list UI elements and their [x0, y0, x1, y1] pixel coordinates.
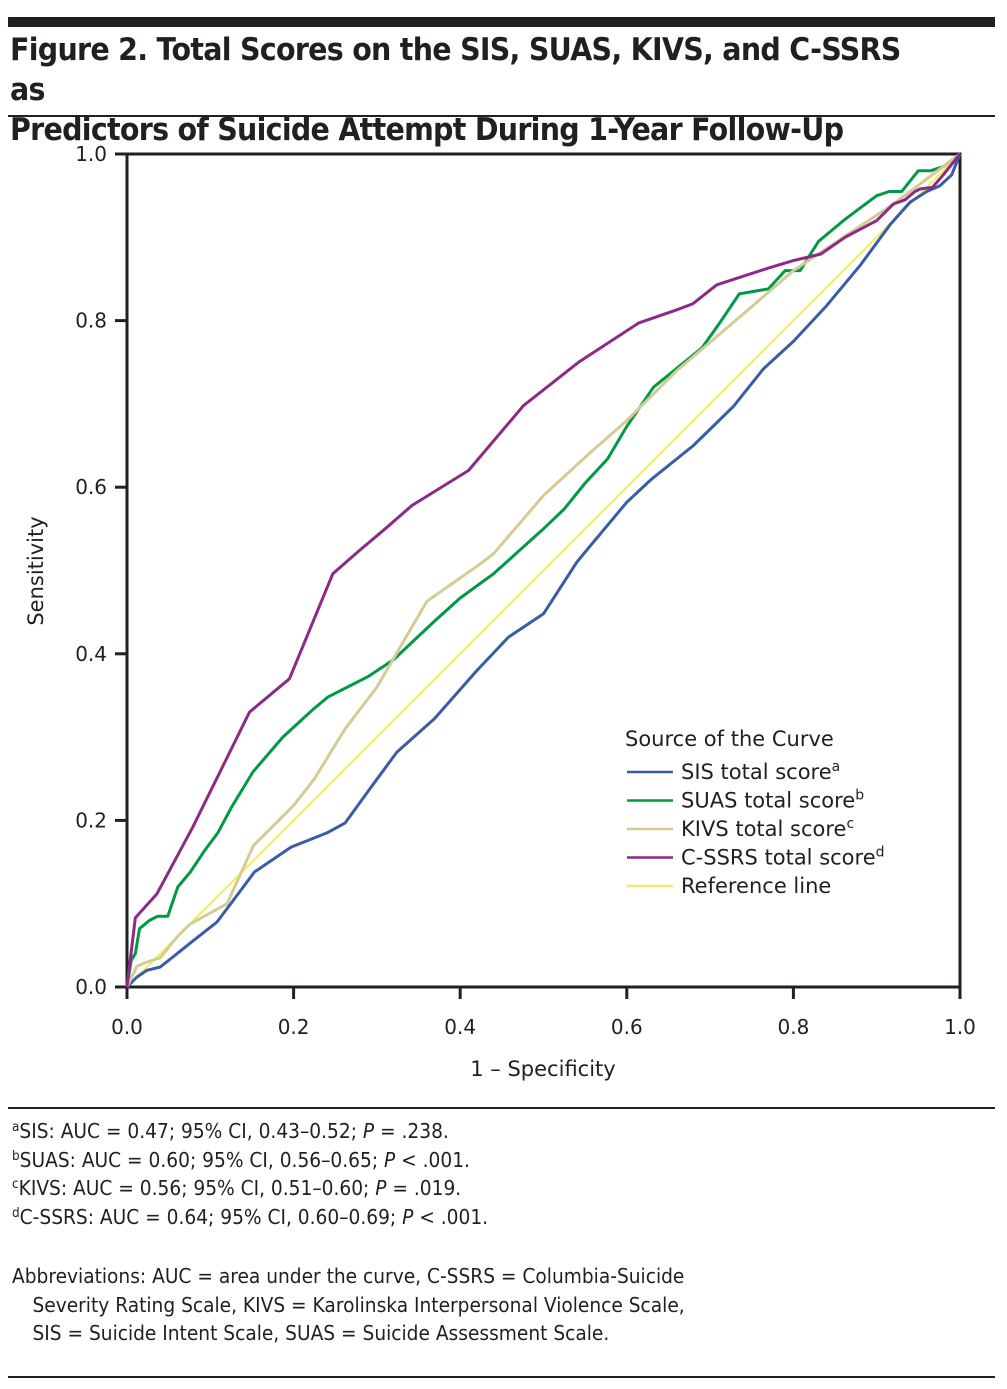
- x-tick-label: 0.6: [611, 1015, 643, 1039]
- x-tick-label: 0.4: [444, 1015, 476, 1039]
- footnote-b: bSUAS: AUC = 0.60; 95% CI, 0.56–0.65; P …: [12, 1147, 470, 1172]
- legend-footnote-marker: b: [855, 788, 864, 804]
- footnote-c: cKIVS: AUC = 0.56; 95% CI, 0.51–0.60; P …: [12, 1176, 462, 1200]
- y-tick-label: 0.4: [75, 642, 107, 666]
- footnote-rule-bottom: [8, 1376, 995, 1378]
- y-tick-label: 0.6: [75, 475, 107, 499]
- legend-footnote-marker: c: [846, 816, 854, 832]
- legend-label-suas-total-score: SUAS total scoreb: [681, 788, 864, 813]
- footnotes: aSIS: AUC = 0.47; 95% CI, 0.43–0.52; P =…: [12, 1117, 923, 1231]
- figure-title: Figure 2. Total Scores on the SIS, SUAS,…: [10, 30, 921, 150]
- abbreviations: Abbreviations: AUC = area under the curv…: [12, 1262, 942, 1348]
- curves: [125, 152, 962, 989]
- legend-footnote-marker: d: [876, 845, 885, 861]
- legend-title: Source of the Curve: [625, 727, 834, 751]
- x-tick-label: 0.8: [777, 1015, 809, 1039]
- figure-title-line2: Predictors of Suicide Attempt During 1-Y…: [10, 112, 844, 148]
- figure-title-line1: Figure 2. Total Scores on the SIS, SUAS,…: [10, 32, 901, 108]
- footnote-d: dC-SSRS: AUC = 0.64; 95% CI, 0.60–0.69; …: [12, 1204, 489, 1229]
- x-axis-title: 1 – Specificity: [470, 1057, 615, 1081]
- y-tick-label: 0.2: [75, 808, 107, 832]
- curve-suas-total-score: [125, 152, 961, 988]
- legend-label-reference-line: Reference line: [681, 874, 831, 898]
- curve-c-ssrs-total-score: [125, 153, 962, 988]
- curve-sis-total-score: [125, 153, 962, 989]
- abbreviations-line2: Severity Rating Scale, KIVS = Karolinska…: [32, 1292, 685, 1317]
- legend-label-c-ssrs-total-score: C-SSRS total scored: [681, 845, 885, 870]
- footnote-a: aSIS: AUC = 0.47; 95% CI, 0.43–0.52; P =…: [12, 1119, 449, 1143]
- y-axis: 0.0 0.2 0.4 0.6 0.8 1.0: [75, 142, 127, 999]
- legend-label-sis-total-score: SIS total scorea: [681, 759, 840, 784]
- x-tick-label: 0.2: [278, 1015, 310, 1039]
- x-axis: 0.0 0.2 0.4 0.6 0.8 1.0: [111, 987, 976, 1039]
- y-tick-label: 0.0: [75, 975, 107, 999]
- footnote-rule-top: [8, 1107, 995, 1109]
- y-tick-label: 1.0: [75, 142, 107, 166]
- top-rule: [8, 17, 995, 27]
- plot-frame: [125, 152, 962, 989]
- plot-border: [125, 152, 962, 989]
- curve-kivs-total-score: [125, 152, 961, 988]
- roc-chart: 0.0 0.2 0.4 0.6 0.8 1.0 0.0 0.2 0.4 0.6 0.8 1.0 1 …: [24, 142, 976, 1081]
- legend: Source of the Curve SIS total scorea SUAS…: [625, 727, 885, 898]
- x-tick-label: 1.0: [944, 1015, 976, 1039]
- x-tick-label: 0.0: [111, 1015, 143, 1039]
- abbreviations-line1: Abbreviations: AUC = area under the curv…: [12, 1264, 685, 1288]
- legend-footnote-marker: a: [832, 759, 841, 775]
- legend-label-kivs-total-score: KIVS total scorec: [681, 816, 854, 841]
- curve-reference-line: [126, 153, 961, 988]
- y-axis-title: Sensitivity: [24, 516, 48, 625]
- title-rule: [8, 115, 995, 117]
- y-tick-label: 0.8: [75, 309, 107, 333]
- abbreviations-line3: SIS = Suicide Intent Scale, SUAS = Suici…: [32, 1321, 610, 1345]
